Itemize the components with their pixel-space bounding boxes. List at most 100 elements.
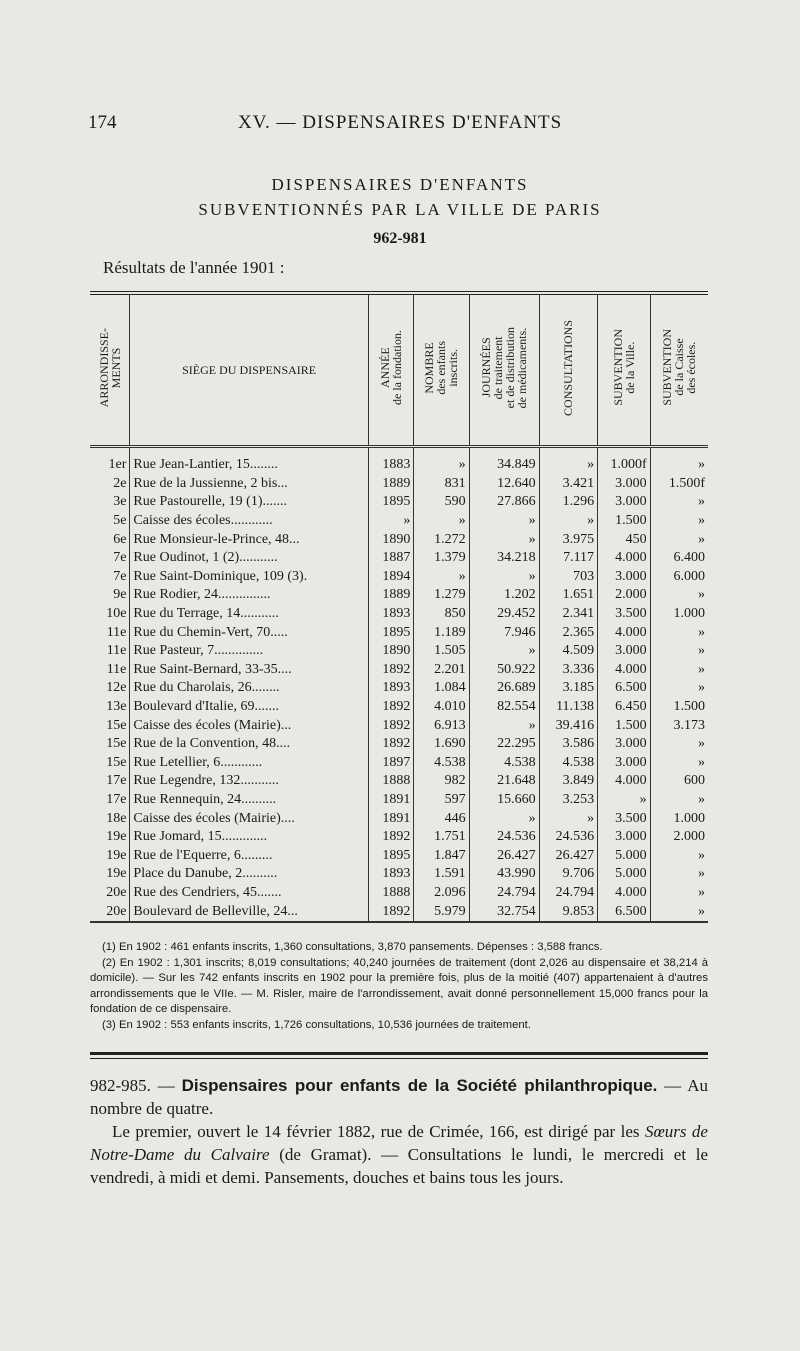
address: Rue Oudinot, 1 (2)........... bbox=[129, 548, 369, 568]
address: Rue Monsieur-le-Prince, 48... bbox=[129, 530, 369, 549]
year: 1891 bbox=[367, 790, 414, 810]
table-row: 5e Caisse des écoles............»»»» 1.500… bbox=[90, 511, 708, 531]
consultations: 1.296 bbox=[538, 493, 598, 512]
column-header: SIÈGE DU DISPENSAIRE bbox=[129, 293, 369, 448]
city-subsidy: 4.000 bbox=[597, 883, 651, 903]
city-subsidy: 4.000 bbox=[597, 772, 651, 791]
arrondissement: 1er bbox=[108, 457, 127, 473]
address: Rue Legendre, 132........... bbox=[129, 772, 369, 791]
consultations: 3.849 bbox=[538, 772, 598, 791]
year: 1888 bbox=[367, 883, 414, 903]
arrondissement: 19e bbox=[106, 866, 127, 882]
consultations: 7.117 bbox=[538, 548, 598, 568]
header-line: de la fondation. bbox=[390, 330, 405, 405]
table-row: 18e Caisse des écoles (Mairie).... 1891 446… bbox=[90, 809, 708, 828]
city-subsidy: 6.500 bbox=[597, 679, 651, 698]
consultations: 703 bbox=[538, 567, 598, 587]
address: Rue du Chemin-Vert, 70..... bbox=[129, 623, 369, 642]
table-row: 3e Rue Pastourelle, 19 (1)....... 1895 590 2… bbox=[90, 493, 708, 512]
children: 6.913 bbox=[413, 716, 470, 735]
address: Rue Letellier, 6............ bbox=[129, 753, 369, 773]
address: Rue de la Jussienne, 2 bis... bbox=[129, 474, 369, 494]
school-subsidy: » bbox=[649, 623, 708, 642]
header-line: de médicaments. bbox=[515, 327, 530, 408]
school-subsidy: 6.400 bbox=[649, 548, 708, 568]
days: 15.660 bbox=[468, 790, 540, 810]
children: 2.201 bbox=[413, 660, 470, 680]
year: 1895 bbox=[367, 493, 414, 512]
consultations: » bbox=[538, 809, 598, 828]
days: » bbox=[468, 641, 540, 661]
address: Caisse des écoles............ bbox=[129, 511, 369, 531]
children: 1.272 bbox=[413, 530, 470, 549]
arrondissement: 17e bbox=[106, 791, 127, 807]
address: Rue Jean-Lantier, 15........ bbox=[129, 446, 369, 475]
arrondissement: 12e bbox=[106, 680, 127, 696]
city-subsidy: 4.000 bbox=[597, 660, 651, 680]
city-subsidy: 6.450 bbox=[597, 697, 651, 717]
footnote: (3) En 1902 : 553 enfants inscrits, 1,72… bbox=[102, 1018, 531, 1031]
year: 1893 bbox=[367, 865, 414, 884]
rule bbox=[90, 1052, 708, 1059]
days: » bbox=[468, 530, 540, 549]
number: 982-985. — bbox=[90, 1076, 182, 1095]
children: 831 bbox=[413, 474, 470, 494]
vertical-header: ARRONDISSE- MENTS bbox=[96, 327, 123, 408]
arrondissement: 19e bbox=[106, 829, 127, 845]
address: Rue Saint-Dominique, 109 (3). bbox=[129, 567, 369, 587]
school-subsidy: 6.000 bbox=[649, 567, 708, 587]
days: 82.554 bbox=[468, 697, 540, 717]
arrondissement: 9e bbox=[113, 587, 127, 603]
consultations: 39.416 bbox=[538, 716, 598, 735]
consultations: 3.185 bbox=[538, 679, 598, 698]
children: 1.379 bbox=[413, 548, 470, 568]
days: 34.849 bbox=[468, 446, 540, 475]
days: 32.754 bbox=[468, 902, 540, 922]
city-subsidy: 5.000 bbox=[597, 846, 651, 866]
header-line: CONSULTATIONS bbox=[561, 319, 576, 416]
school-subsidy: » bbox=[649, 493, 708, 512]
table-row: 15e Rue Letellier, 6............ 1897 4.538… bbox=[90, 753, 708, 773]
city-subsidy: 5.000 bbox=[597, 865, 651, 884]
table-row: 15e Caisse des écoles (Mairie)... 1892 6.91… bbox=[90, 716, 708, 735]
days: 21.648 bbox=[468, 772, 540, 791]
days: 26.427 bbox=[468, 846, 540, 866]
school-subsidy: » bbox=[649, 530, 708, 549]
column-header: ARRONDISSE- MENTS bbox=[90, 293, 130, 448]
table-row: 11e Rue du Chemin-Vert, 70..... 1895 1.189 7… bbox=[90, 623, 708, 642]
year: 1883 bbox=[367, 446, 414, 475]
arrondissement: 6e bbox=[113, 531, 127, 547]
consultations: 3.253 bbox=[538, 790, 598, 810]
days: 24.536 bbox=[468, 827, 540, 847]
days: 22.295 bbox=[468, 734, 540, 754]
city-subsidy: 3.000 bbox=[597, 827, 651, 847]
year: 1889 bbox=[367, 474, 414, 494]
arrondissement: 2e bbox=[113, 475, 127, 491]
days: » bbox=[468, 567, 540, 587]
section-heading: 982-985. — Dispensaires pour enfants de … bbox=[90, 1074, 708, 1120]
year: 1894 bbox=[367, 567, 414, 587]
arrondissement: 10e bbox=[106, 606, 127, 622]
year: 1897 bbox=[367, 753, 414, 773]
italic-text: Sœurs de Notre-Dame du Calvaire bbox=[90, 1122, 708, 1164]
children: 1.847 bbox=[413, 846, 470, 866]
consultations: 2.365 bbox=[538, 623, 598, 642]
year: 1892 bbox=[367, 697, 414, 717]
table-row: 1er Rue Jean-Lantier, 15........ 1883 » 34.8… bbox=[90, 446, 708, 475]
children: 1.279 bbox=[413, 586, 470, 605]
city-subsidy: » bbox=[597, 790, 651, 810]
arrondissement: 15e bbox=[106, 754, 127, 770]
table-row: 6e Rue Monsieur-le-Prince, 48... 1890 1.272… bbox=[90, 530, 708, 549]
city-subsidy: 1.500 bbox=[597, 716, 651, 735]
school-subsidy: » bbox=[649, 446, 708, 475]
year: 1890 bbox=[367, 530, 414, 549]
city-subsidy: 4.000 bbox=[597, 623, 651, 642]
consultations: 4.538 bbox=[538, 753, 598, 773]
table-row: 13e Boulevard d'Italie, 69....... 1892 4.01… bbox=[90, 697, 708, 717]
header-line: ARRONDISSE- bbox=[96, 327, 111, 408]
table-row: 7e Rue Saint-Dominique, 109 (3). 1894»» 703… bbox=[90, 567, 708, 587]
children: 2.096 bbox=[413, 883, 470, 903]
days: 1.202 bbox=[468, 586, 540, 605]
school-subsidy: » bbox=[649, 734, 708, 754]
